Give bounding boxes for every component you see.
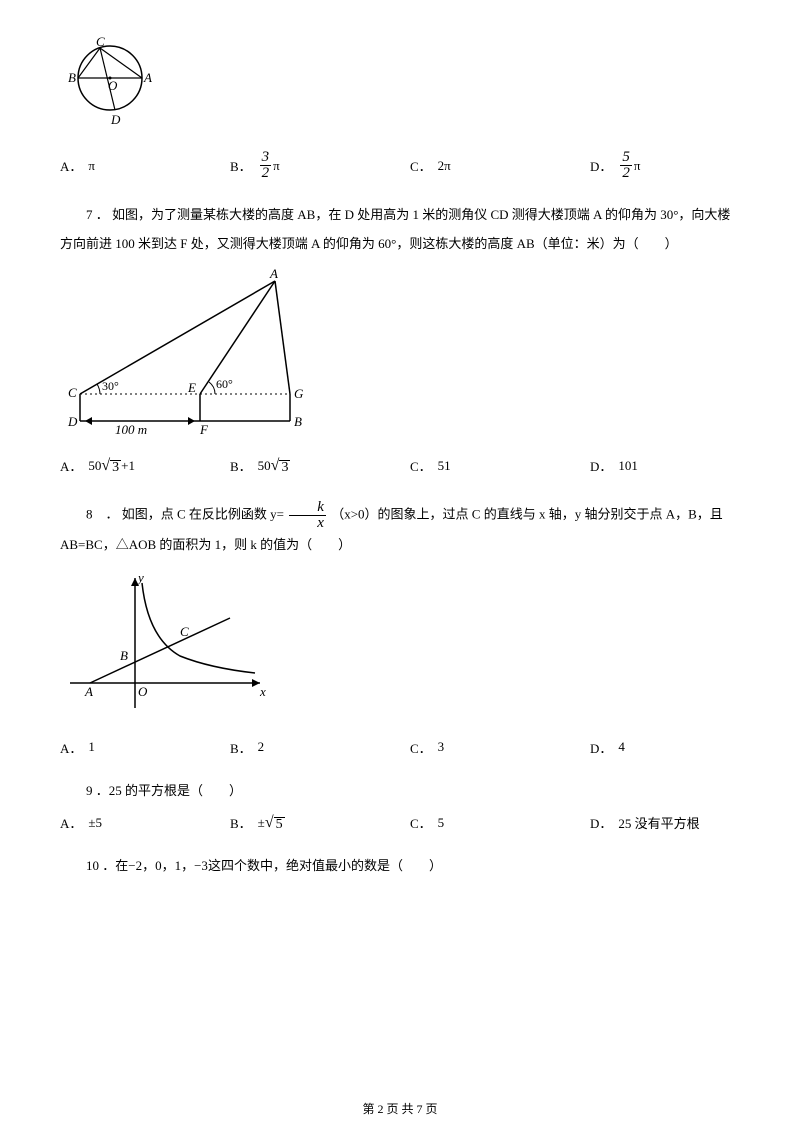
- svg-text:C: C: [180, 624, 189, 639]
- svg-text:D: D: [67, 414, 78, 429]
- svg-text:x: x: [259, 684, 266, 699]
- q7-figure: A C D E F G B 30° 60° 100 m: [60, 266, 740, 441]
- q8-options: A． 1 B． 2 C． 3 D． 4: [60, 738, 740, 757]
- q9-text: 9 ．25 的平方根是（ ）: [60, 777, 740, 806]
- svg-text:A: A: [269, 266, 278, 281]
- circle-svg: B C A D O: [60, 30, 160, 130]
- q10-text: 10 ．在−2，0，1，−3这四个数中，绝对值最小的数是（ ）: [60, 852, 740, 881]
- svg-text:100 m: 100 m: [115, 422, 147, 436]
- q9-opt-C: C． 5: [410, 813, 590, 832]
- label-A: A: [143, 70, 152, 85]
- svg-text:B: B: [294, 414, 302, 429]
- q9-opt-A: A． ±5: [60, 813, 230, 832]
- q8-text: 8 ． 如图，点 C 在反比例函数 y= kx （x>0）的图象上，过点 C 的…: [60, 500, 740, 560]
- q8-figure: y x A B C O: [60, 568, 740, 723]
- svg-text:G: G: [294, 386, 304, 401]
- svg-text:y: y: [136, 570, 144, 585]
- svg-text:C: C: [68, 385, 77, 400]
- q7-options: A． 50 √3 +1 B． 50 √3 C． 51 D． 101: [60, 456, 740, 475]
- q6-options: A． π B． 32 π C． 2π D． 52 π: [60, 150, 740, 181]
- svg-text:F: F: [199, 422, 209, 436]
- q6-opt-C: C． 2π: [410, 156, 590, 175]
- q6-opt-A: A． π: [60, 156, 230, 175]
- q9-opt-D: D． 25 没有平方根: [590, 813, 740, 832]
- page-footer: 第 2 页 共 7 页: [0, 1100, 800, 1117]
- svg-text:60°: 60°: [216, 377, 233, 391]
- q9-options: A． ±5 B． ± √5 C． 5 D． 25 没有平方根: [60, 813, 740, 832]
- svg-text:B: B: [120, 648, 128, 663]
- svg-text:O: O: [138, 684, 148, 699]
- label-D: D: [110, 112, 121, 127]
- q7-opt-A: A． 50 √3 +1: [60, 456, 230, 475]
- svg-text:30°: 30°: [102, 379, 119, 393]
- label-O: O: [108, 78, 118, 93]
- q7-opt-C: C． 51: [410, 456, 590, 475]
- q8-opt-B: B． 2: [230, 738, 410, 757]
- q8-opt-C: C． 3: [410, 738, 590, 757]
- svg-text:A: A: [84, 684, 93, 699]
- q7-text: 7 ． 如图，为了测量某栋大楼的高度 AB，在 D 处用高为 1 米的测角仪 C…: [60, 201, 740, 258]
- svg-text:E: E: [187, 380, 196, 395]
- q8-opt-A: A． 1: [60, 738, 230, 757]
- q6-opt-D: D． 52 π: [590, 150, 740, 181]
- label-B: B: [68, 70, 76, 85]
- q7-opt-D: D． 101: [590, 456, 740, 475]
- q7-opt-B: B． 50 √3: [230, 456, 410, 475]
- label-C: C: [96, 34, 105, 49]
- q9-opt-B: B． ± √5: [230, 813, 410, 832]
- q6-opt-B: B． 32 π: [230, 150, 410, 181]
- q8-opt-D: D． 4: [590, 738, 740, 757]
- q6-figure: B C A D O: [60, 30, 740, 135]
